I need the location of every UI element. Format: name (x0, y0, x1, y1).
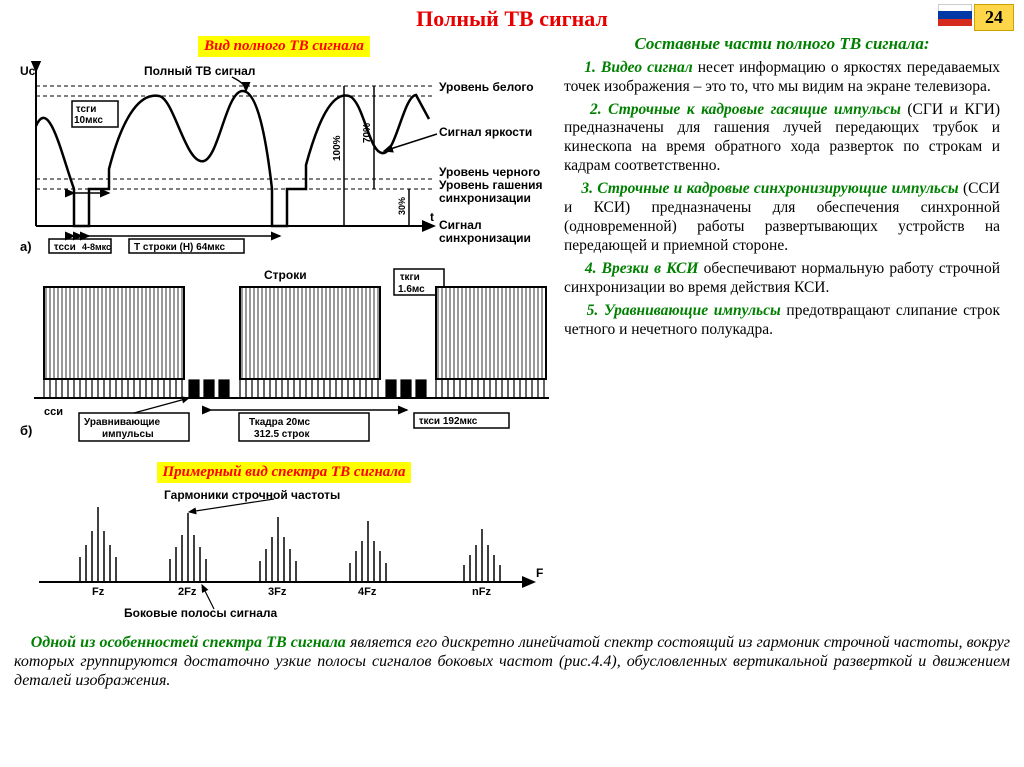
page-title: Полный ТВ сигнал (0, 0, 1024, 34)
hatch-block2 (242, 287, 378, 379)
black-level: Уровень черного (439, 165, 540, 179)
tick-2fz: 2Fz (178, 586, 197, 598)
figure-b-frame: Строки τкги 1.6мс (14, 265, 554, 455)
svg-text:τкги: τкги (400, 272, 420, 283)
pct70: 70% (362, 123, 373, 143)
tick-3fz: 3Fz (268, 586, 287, 598)
caption-top: Вид полного ТВ сигнала (198, 36, 370, 57)
svg-text:Уравнивающие: Уравнивающие (84, 417, 161, 428)
marker-a: а) (20, 239, 32, 254)
figure-c-spectrum: Гармоники строчной частоты F (14, 487, 554, 622)
para-4: 4. Врезки в КСИ обеспечивают нормальную … (564, 260, 1000, 298)
tick-fz: Fz (92, 586, 105, 598)
y-axis-label: Uc (20, 64, 36, 78)
svg-text:10мкс: 10мкс (74, 115, 103, 126)
cluster-3fz (260, 517, 296, 582)
cluster-4fz (350, 521, 386, 582)
para-3: 3. Строчные и кадровые синхронизирующие … (564, 180, 1000, 256)
lines-label: Строки (264, 268, 307, 282)
figure-a-waveform: Uc t 100% 70% 30% Полный ТВ сигнал τсги … (14, 61, 554, 256)
sidebands-label: Боковые полосы сигнала (124, 606, 278, 620)
main-content: Вид полного ТВ сигнала Uc t 100% (0, 34, 1024, 627)
svg-text:Ткадра 20мс: Ткадра 20мс (249, 417, 310, 428)
svg-text:Сигнал: Сигнал (439, 218, 482, 232)
luminance: Сигнал яркости (439, 125, 532, 139)
x-axis-label: t (430, 210, 434, 224)
harmonics-label: Гармоники строчной частоты (164, 488, 340, 502)
cluster-2fz (170, 513, 206, 582)
caption-spectrum: Примерный вид спектра ТВ сигнала (157, 462, 412, 483)
svg-text:4-8мкс: 4-8мкс (82, 242, 111, 252)
pct30: 30% (397, 197, 407, 215)
pct100: 100% (332, 135, 343, 161)
russian-flag (938, 4, 972, 26)
tick-nfz: nFz (472, 586, 491, 598)
marker-b: б) (20, 423, 32, 438)
cluster-fz (80, 507, 116, 582)
right-column: Составные части полного ТВ сигнала: 1. В… (564, 34, 1000, 627)
tick-4fz: 4Fz (358, 586, 377, 598)
svg-text:τкси 192мкс: τкси 192мкс (419, 416, 478, 427)
left-column: Вид полного ТВ сигнала Uc t 100% (14, 34, 554, 627)
f-axis: F (536, 566, 543, 580)
slide-number: 24 (974, 4, 1014, 31)
section-title: Составные части полного ТВ сигнала: (564, 34, 1000, 55)
svg-text:1.6мс: 1.6мс (398, 284, 425, 295)
svg-text:Т строки (Н) 64мкс: Т строки (Н) 64мкс (134, 242, 226, 253)
sync-level: синхронизации (439, 191, 531, 205)
svg-text:импульсы: импульсы (102, 429, 154, 440)
cluster-nfz (464, 529, 500, 582)
full-signal-label: Полный ТВ сигнал (144, 64, 255, 78)
ssi-label: сси (44, 406, 63, 418)
para-2: 2. Строчные к кадровые гасящие импульсы … (564, 101, 1000, 177)
white-level: Уровень белого (439, 80, 534, 94)
svg-text:τсси: τсси (54, 242, 76, 253)
hatch-block3 (438, 287, 542, 379)
svg-text:312.5 строк: 312.5 строк (254, 429, 310, 440)
svg-text:τсги: τсги (76, 104, 96, 115)
bottom-paragraph: Одной из особенностей спектра ТВ сигнала… (0, 627, 1024, 691)
svg-text:синхронизации: синхронизации (439, 231, 531, 245)
para-1: 1. Видео сигнал несет информацию о яркос… (564, 59, 1000, 97)
para-5: 5. Уравнивающие импульсы предотвращают с… (564, 302, 1000, 340)
blank-level: Уровень гашения (439, 178, 543, 192)
